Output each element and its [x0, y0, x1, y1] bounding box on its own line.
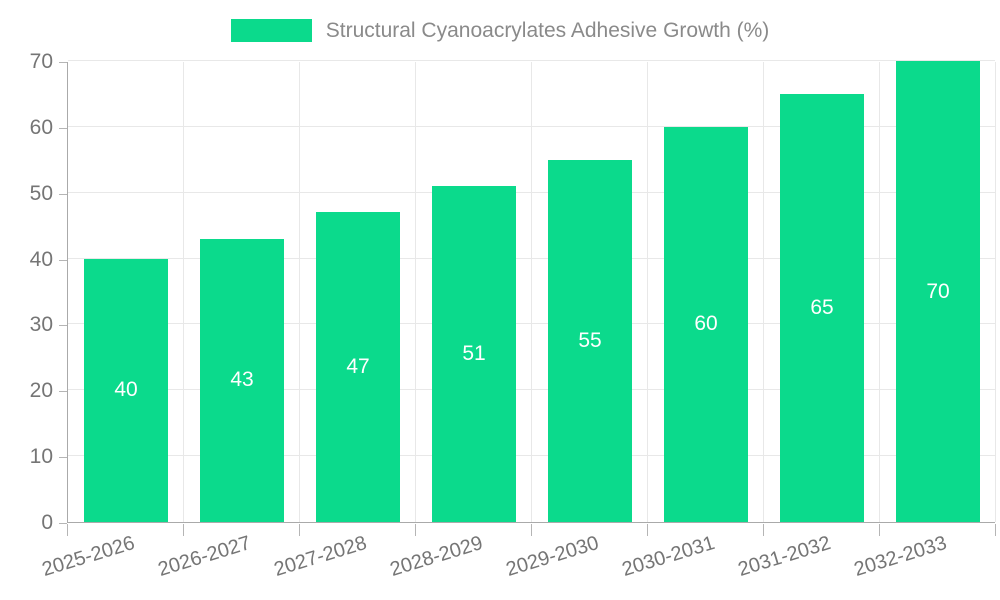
gridline-horizontal [68, 60, 995, 61]
chart-legend[interactable]: Structural Cyanoacrylates Adhesive Growt… [0, 17, 1000, 44]
bar: 40 [84, 258, 168, 522]
y-tick-label: 70 [29, 50, 53, 73]
x-tick-label: 2027-2028 [271, 531, 370, 581]
gridline-vertical [299, 62, 300, 522]
y-axis-tick [59, 523, 67, 524]
gridline-vertical [879, 62, 880, 522]
x-axis-tick [183, 524, 184, 536]
y-axis-tick [59, 391, 67, 393]
y-tick-label: 10 [29, 445, 53, 469]
x-tick-label: 2028-2029 [387, 531, 486, 581]
gridline-vertical [995, 62, 996, 522]
x-axis-tick [647, 524, 648, 536]
legend-label: Structural Cyanoacrylates Adhesive Growt… [325, 19, 770, 42]
x-axis-tick [995, 524, 996, 536]
bar: 43 [200, 238, 284, 522]
y-tick-label: 0 [41, 511, 53, 534]
gridline-vertical [183, 62, 184, 522]
x-tick-label: 2030-2031 [619, 531, 718, 581]
bar-value-label: 55 [578, 328, 602, 352]
y-axis-tick [59, 127, 67, 129]
bar-value-label: 70 [926, 279, 950, 303]
x-axis-tick [763, 524, 764, 536]
gridline-vertical [531, 62, 532, 522]
y-tick-label: 30 [29, 313, 53, 337]
bar: 65 [780, 93, 864, 522]
x-axis-tick [67, 524, 68, 536]
gridline-vertical [763, 62, 764, 522]
x-axis-tick [415, 524, 416, 536]
bar-value-label: 47 [346, 355, 370, 379]
y-axis-tick [59, 193, 67, 195]
y-axis-tick [59, 62, 67, 63]
x-axis-tick [299, 524, 300, 536]
bar: 55 [548, 159, 632, 522]
bar: 47 [316, 212, 400, 522]
x-axis-tick [879, 524, 880, 536]
bar-value-label: 40 [114, 378, 138, 402]
bar: 60 [664, 126, 748, 522]
y-tick-label: 20 [29, 379, 53, 403]
x-tick-label: 2031-2032 [735, 531, 834, 581]
x-tick-label: 2032-2033 [851, 531, 950, 581]
bar-value-label: 65 [810, 295, 834, 319]
bar-value-label: 51 [462, 342, 486, 366]
x-tick-label: 2029-2030 [503, 531, 602, 581]
y-axis-tick [59, 325, 67, 327]
y-tick-label: 40 [29, 247, 53, 271]
bar-value-label: 60 [694, 312, 718, 336]
x-axis-tick [531, 524, 532, 536]
bar-value-label: 43 [230, 368, 254, 392]
y-axis-tick [59, 457, 67, 459]
gridline-vertical [647, 62, 648, 522]
x-tick-label: 2026-2027 [155, 531, 254, 581]
y-tick-label: 60 [29, 115, 53, 139]
y-tick-label: 50 [29, 181, 53, 205]
plot-area: 40 43 47 51 55 60 65 70 [67, 60, 996, 523]
bar: 51 [432, 186, 516, 522]
gridline-vertical [415, 62, 416, 522]
y-axis-tick [59, 259, 67, 261]
bar: 70 [896, 61, 980, 522]
legend-swatch-icon [230, 19, 312, 42]
x-tick-label: 2025-2026 [39, 531, 138, 581]
